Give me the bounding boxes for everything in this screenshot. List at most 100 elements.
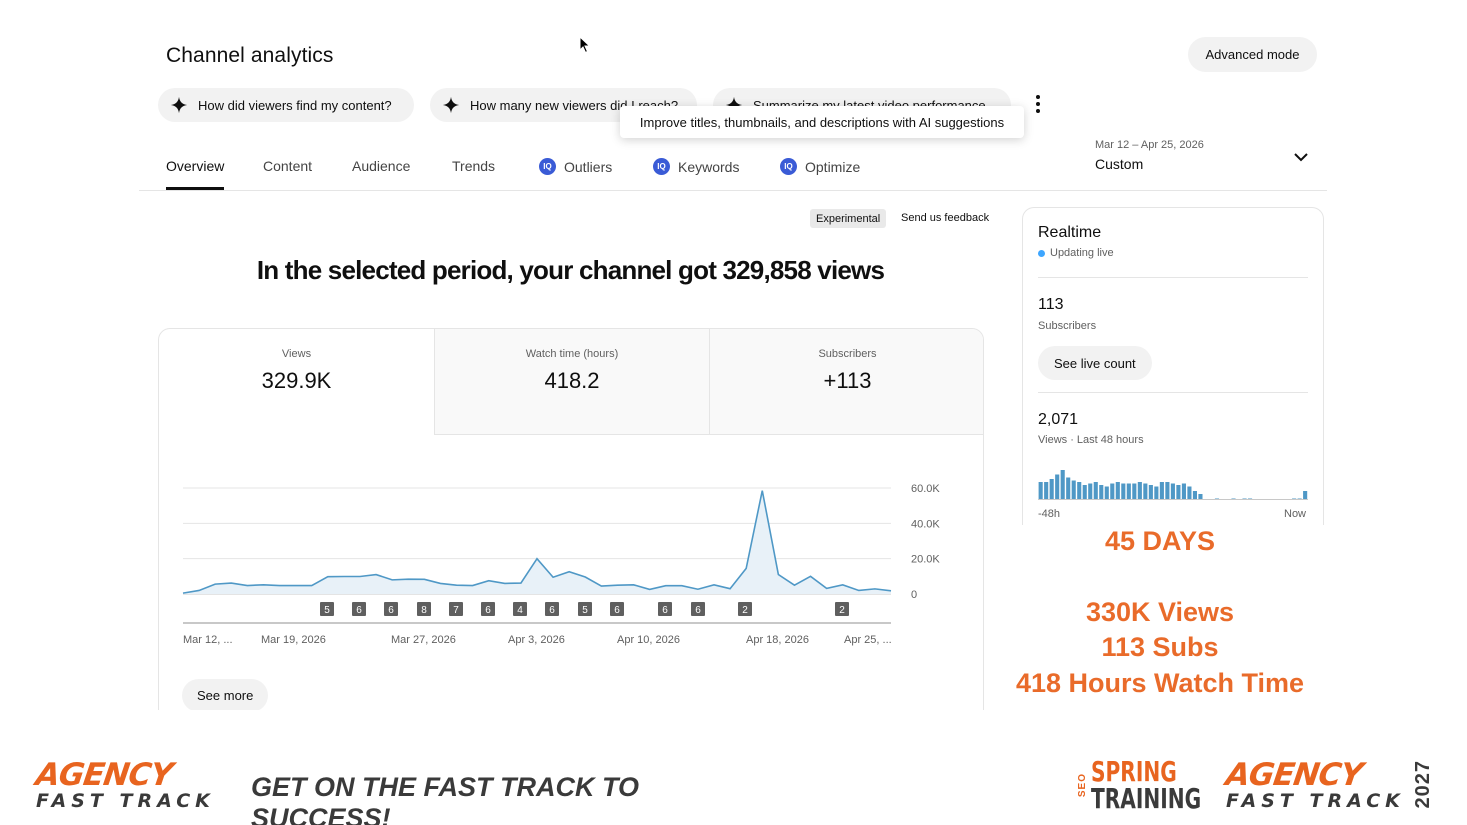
seo-text: SEO — [1077, 772, 1088, 798]
more-options-icon[interactable] — [1029, 92, 1047, 116]
realtime-axis-end: Now — [1284, 508, 1307, 520]
realtime-status: Updating live — [1038, 247, 1114, 259]
marker-label: 6 — [388, 605, 394, 616]
suggestion-chip[interactable]: How many new viewers did I reach? — [430, 88, 697, 122]
marker-label: 8 — [421, 605, 427, 616]
marker-box — [610, 602, 624, 616]
video-marker: 2 — [835, 602, 849, 616]
tab-outliers[interactable]: IQ Outliers — [539, 158, 612, 175]
realtime-subscribers-label: Subscribers — [1038, 320, 1097, 332]
agency-fast-track-logo-2: AGENCY FAST TRACK — [1223, 757, 1405, 811]
tab-label: Overview — [166, 158, 225, 174]
promo-days: 45 DAYS — [1104, 526, 1216, 556]
metric-tab-subscribers[interactable]: Subscribers +113 — [709, 329, 983, 435]
marker-box — [352, 602, 366, 616]
video-marker: 6 — [545, 602, 559, 616]
realtime-bar — [1181, 483, 1186, 500]
experimental-badge: Experimental — [810, 209, 887, 228]
realtime-bar — [1159, 482, 1164, 500]
marker-label: 7 — [453, 605, 459, 616]
marker-label: 2 — [839, 605, 845, 616]
realtime-bar — [1066, 477, 1071, 500]
marker-label: 6 — [356, 605, 362, 616]
video-marker: 2 — [738, 602, 752, 616]
realtime-bar — [1137, 482, 1142, 500]
views-line-chart: 60.0K 40.0K 20.0K 0 5 6 6 8 7 6 4 6 5 6 6 6 2 2 Mar 12, ..… — [182, 483, 940, 646]
suggestion-label: How did viewers find my content? — [198, 97, 392, 113]
y-tick-label: 60.0K — [911, 483, 940, 495]
advanced-mode-button[interactable]: Advanced mode — [1188, 37, 1317, 72]
metric-label: Subscribers — [818, 348, 877, 360]
marker-box — [513, 602, 527, 616]
metric-label: Watch time (hours) — [525, 348, 619, 360]
logo-top-text: AGENCY — [33, 757, 175, 793]
realtime-bar-chart — [1038, 470, 1308, 500]
marker-box — [691, 602, 705, 616]
tab-optimize[interactable]: IQ Optimize — [780, 158, 860, 175]
marker-box — [658, 602, 672, 616]
see-more-button[interactable]: See more — [182, 679, 269, 712]
realtime-bar — [1044, 482, 1049, 500]
video-marker: 8 — [417, 602, 431, 616]
marker-label: 4 — [517, 605, 523, 616]
tab-label: Audience — [352, 158, 411, 174]
x-tick-label: Apr 25, ... — [844, 634, 892, 646]
tab-content[interactable]: Content — [263, 158, 312, 174]
logo-top-text: AGENCY — [1223, 757, 1365, 793]
metric-label: Views — [281, 348, 312, 360]
realtime-bar — [1099, 485, 1104, 500]
page-title: Channel analytics — [166, 44, 334, 67]
metric-tab-views[interactable]: Views 329.9K — [159, 329, 434, 435]
chevron-down-icon[interactable] — [1292, 148, 1310, 166]
realtime-bar — [1121, 483, 1126, 500]
marker-box — [738, 602, 752, 616]
video-marker: 6 — [384, 602, 398, 616]
marker-label: 5 — [324, 605, 330, 616]
date-range-text[interactable]: Mar 12 – Apr 25, 2026 — [1095, 139, 1204, 151]
marker-label: 6 — [695, 605, 701, 616]
tab-audience[interactable]: Audience — [352, 158, 410, 174]
marker-box — [578, 602, 592, 616]
video-marker: 5 — [578, 602, 592, 616]
y-tick-label: 40.0K — [911, 518, 940, 530]
marker-box — [481, 602, 495, 616]
send-feedback-link[interactable]: Send us feedback — [901, 212, 990, 224]
x-tick-label: Mar 27, 2026 — [391, 634, 456, 646]
realtime-bar — [1148, 485, 1153, 500]
y-tick-label: 0 — [911, 589, 917, 601]
suggestion-chip[interactable]: How did viewers find my content? — [158, 88, 414, 122]
sparkle-icon — [442, 96, 460, 114]
tab-trends[interactable]: Trends — [452, 158, 495, 174]
realtime-status-text: Updating live — [1050, 247, 1114, 259]
views-line — [182, 490, 892, 594]
sparkle-icon — [170, 96, 188, 114]
tab-label: Content — [263, 158, 313, 174]
tab-keywords[interactable]: IQ Keywords — [653, 158, 739, 175]
divider — [139, 190, 1327, 191]
realtime-bar — [1082, 485, 1087, 500]
realtime-subscribers-value: 113 — [1038, 296, 1064, 313]
see-live-count-button[interactable]: See live count — [1038, 346, 1152, 380]
marker-box — [384, 602, 398, 616]
overview-card: Views 329.9K Watch time (hours) 418.2 Su… — [158, 328, 984, 728]
video-marker: 6 — [610, 602, 624, 616]
metric-tab-watch-time[interactable]: Watch time (hours) 418.2 — [434, 329, 709, 435]
metric-value: 418.2 — [544, 368, 600, 393]
promo-views: 330K Views — [1085, 597, 1235, 627]
promo-watch-time: 418 Hours Watch Time — [1015, 668, 1305, 698]
tab-overview[interactable]: Overview — [166, 158, 224, 174]
marker-label: 6 — [662, 605, 668, 616]
tab-label: Optimize — [805, 158, 861, 175]
x-tick-label: Mar 19, 2026 — [261, 634, 326, 646]
video-marker: 5 — [320, 602, 334, 616]
active-tab-indicator — [166, 187, 224, 190]
date-preset[interactable]: Custom — [1095, 156, 1144, 172]
x-tick-label: Apr 18, 2026 — [746, 634, 809, 646]
x-tick-label: Mar 12, ... — [183, 634, 233, 646]
marker-box — [835, 602, 849, 616]
realtime-bar — [1303, 491, 1308, 500]
sparkle-icon — [725, 96, 743, 114]
realtime-views-value: 2,071 — [1038, 411, 1079, 428]
tab-label: Keywords — [678, 158, 740, 175]
divider — [1038, 392, 1308, 393]
